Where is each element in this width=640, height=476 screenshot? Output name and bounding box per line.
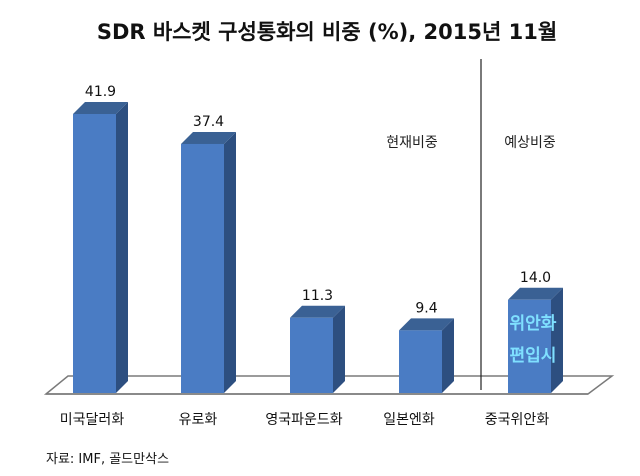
bar-top: [399, 318, 454, 331]
category-label: 영국파운드화: [265, 412, 342, 428]
yuan-inclusion-label-line1: 위안화: [510, 314, 557, 334]
bar: [399, 330, 442, 393]
category-label: 미국달러화: [60, 412, 125, 428]
bar: [290, 317, 333, 393]
bar-group: [399, 318, 454, 393]
bar-group: [73, 102, 128, 393]
bar-side: [224, 131, 236, 393]
bar-top: [290, 305, 345, 318]
data-label: 11.3: [302, 288, 333, 304]
bar-side: [333, 305, 345, 393]
bar-group: [508, 287, 563, 393]
bar-group: [290, 305, 345, 393]
bar-top: [181, 131, 236, 144]
bar: [508, 299, 551, 393]
data-label: 41.9: [85, 84, 116, 100]
bar: [73, 114, 116, 393]
bar-side: [116, 102, 128, 393]
bars: 41.9 미국달러화 37.4 유로화 11.3 영국파운드화 9.4 일본엔화 14.0 중국위…: [60, 84, 563, 428]
data-label: 14.0: [520, 270, 551, 286]
source-note: 자료: IMF, 골드만삭스: [46, 452, 169, 467]
expected-weight-label: 예상비중: [504, 135, 556, 151]
current-weight-label: 현재비중: [386, 135, 438, 151]
bar-top: [73, 102, 128, 114]
category-label: 유로화: [179, 412, 218, 428]
data-label: 37.4: [193, 114, 224, 130]
bar: [181, 143, 224, 393]
bar-side: [551, 287, 563, 393]
bar-side: [442, 318, 454, 393]
category-label: 일본엔화: [383, 412, 435, 428]
yuan-inclusion-label-line2: 편입시: [510, 346, 557, 366]
chart-title: SDR 바스켓 구성통화의 비중 (%), 2015년 11월: [97, 20, 557, 44]
bar-top: [508, 287, 563, 300]
category-label: 중국위안화: [485, 412, 550, 428]
bar-group: [181, 131, 236, 393]
data-label: 9.4: [415, 300, 437, 316]
